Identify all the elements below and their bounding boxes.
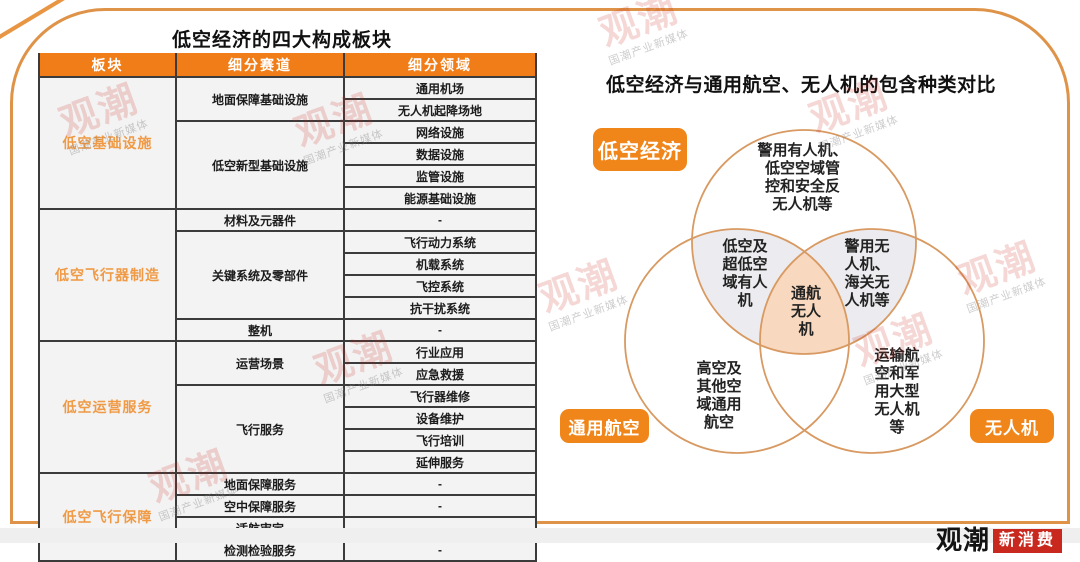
brand-logo-badge: 新消费 [992, 529, 1062, 553]
field-cell: 设备维护 [343, 406, 537, 430]
sector-cell: 低空运营服务 [38, 340, 177, 474]
table-row: 飞控系统 [39, 274, 537, 298]
venn-region-top-label: 警用有人机、 低空空域管 控和安全反 无人机等 [757, 142, 848, 213]
table-row: 设备维护 [39, 406, 537, 430]
table-row: 无人机起降场地 [39, 98, 537, 122]
track-cell: 飞行服务 [175, 384, 345, 474]
sector-cell: 低空基础设施 [38, 76, 177, 210]
brand-logo-text: 观潮 [935, 525, 990, 555]
field-cell: 数据设施 [343, 142, 537, 166]
field-cell: 飞行动力系统 [343, 230, 537, 254]
badge-general-aviation: 通用航空 [560, 409, 649, 443]
table-row: 延伸服务 [39, 450, 537, 474]
table-row: 关键系统及零部件 飞行动力系统 [39, 230, 537, 320]
table-row: 飞行服务 飞行器维修 [39, 384, 537, 474]
track-cell: 运营场景 [175, 340, 345, 386]
table-row: 低空新型基础设施 网络设施 [39, 120, 537, 210]
table-row: 机载系统 [39, 252, 537, 276]
field-cell: 飞控系统 [343, 274, 537, 298]
table-title: 低空经济的四大构成板块 [172, 30, 393, 51]
venn-region-bottom-left-label: 高空及 其他空 域通用 航空 [696, 360, 742, 431]
col-header-track: 细分赛道 [175, 53, 345, 78]
field-cell: 延伸服务 [343, 450, 537, 474]
table-row: 能源基础设施 [39, 186, 537, 210]
field-cell: 飞行器维修 [343, 384, 537, 408]
field-cell: 机载系统 [343, 252, 537, 276]
venn-region-top-right-label: 警用无 人机、 海关无 人机等 [844, 238, 890, 309]
badge-drone: 无人机 [970, 409, 1054, 443]
table-row: 整机 - [39, 318, 537, 342]
sector-cell: 低空飞行保障 [38, 472, 177, 562]
field-cell: 行业应用 [343, 340, 537, 364]
col-header-sector: 板块 [38, 53, 177, 78]
components-table: 板块 细分赛道 细分领域 低空基础设施 地面保障基础设施 通用机场 无人机起降场… [38, 53, 537, 562]
table-row: 空中保障服务 - [39, 494, 537, 518]
track-cell: 低空新型基础设施 [175, 120, 345, 210]
table-header-row: 板块 细分赛道 细分领域 [38, 53, 537, 78]
venn-title: 低空经济与通用航空、无人机的包含种类对比 [606, 75, 997, 96]
table-row: 监管设施 [39, 164, 537, 188]
footer-bar [0, 528, 1080, 543]
track-cell: 整机 [175, 318, 345, 342]
table-row: 低空飞行保障 地面保障服务 - [38, 472, 537, 562]
table-row: 低空基础设施 地面保障基础设施 通用机场 [38, 76, 537, 210]
field-cell: - [343, 208, 537, 232]
field-cell: - [343, 318, 537, 342]
venn-region-bottom-right-label: 运输航 空和军 用大型 无人机 等 [874, 347, 920, 436]
table-row: 数据设施 [39, 142, 537, 166]
field-cell: 能源基础设施 [343, 186, 537, 210]
field-cell: 抗干扰系统 [343, 296, 537, 320]
brand-logo: 观潮 新消费 [936, 527, 1062, 553]
field-cell: 通用机场 [343, 76, 537, 100]
track-cell: 地面保障服务 [175, 472, 345, 496]
field-cell: - [343, 472, 537, 496]
field-cell: - [343, 494, 537, 518]
badge-low-altitude-economy: 低空经济 [593, 128, 687, 171]
track-cell: 关键系统及零部件 [175, 230, 345, 320]
track-cell: 材料及元器件 [175, 208, 345, 232]
col-header-field: 细分领域 [343, 53, 537, 78]
field-cell: 无人机起降场地 [343, 98, 537, 122]
field-cell: 网络设施 [343, 120, 537, 144]
track-cell: 地面保障基础设施 [175, 76, 345, 122]
field-cell: 监管设施 [343, 164, 537, 188]
sector-cell: 低空飞行器制造 [38, 208, 177, 342]
table-row: 抗干扰系统 [39, 296, 537, 320]
field-cell: 飞行培训 [343, 428, 537, 452]
venn-region-top-left-label: 低空及 超低空 域有人 机 [722, 238, 768, 309]
table-row: 低空飞行器制造 材料及元器件 - [38, 208, 537, 342]
track-cell: 空中保障服务 [175, 494, 345, 518]
table-row: 飞行培训 [39, 428, 537, 452]
field-cell: 应急救援 [343, 362, 537, 386]
table-row: 低空运营服务 运营场景 行业应用 [38, 340, 537, 474]
table-row: 应急救援 [39, 362, 537, 386]
venn-region-center-label: 通航 无人 机 [790, 285, 821, 338]
